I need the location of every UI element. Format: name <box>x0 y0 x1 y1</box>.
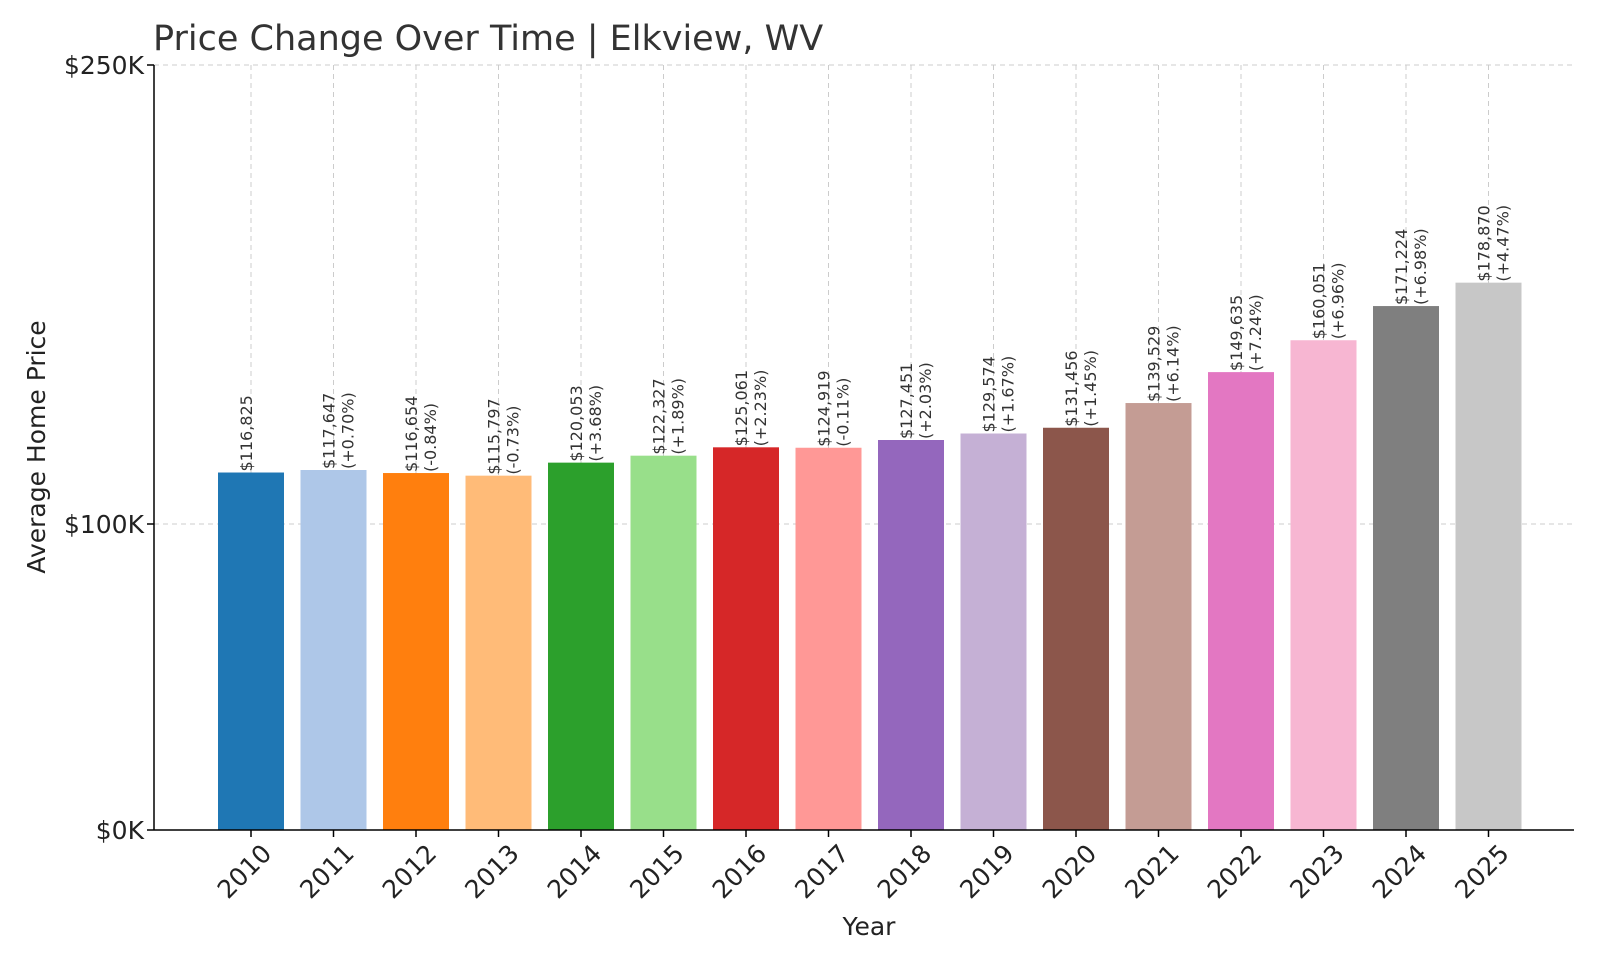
x-tick-label: 2019 <box>954 839 1019 904</box>
bar-2020 <box>1043 427 1109 830</box>
bar-2010 <box>218 472 284 830</box>
x-tick-label: 2018 <box>872 839 937 904</box>
bar-value-label: $116,825 <box>237 395 256 471</box>
bar-change-label: (+6.96%) <box>1329 263 1348 340</box>
bar-2012 <box>383 473 449 830</box>
bar-value-label: $129,574 <box>980 356 999 432</box>
bar-change-label: (-0.11%) <box>834 378 853 447</box>
bar-2025 <box>1455 282 1522 830</box>
bar-change-label: (+7.24%) <box>1246 294 1265 371</box>
x-tick-label: 2014 <box>542 839 607 904</box>
x-tick-label: 2021 <box>1119 839 1184 904</box>
y-tick-label: $0K <box>96 816 145 845</box>
x-tick-label: 2023 <box>1284 839 1349 904</box>
x-tick-label: 2025 <box>1449 839 1514 904</box>
bars-layer <box>218 282 1522 830</box>
y-ticks: $0K $100K $250K <box>64 51 154 845</box>
bar-change-label: (+2.03%) <box>916 362 935 439</box>
bar-value-label: $120,053 <box>567 385 586 461</box>
bar-value-label: $117,647 <box>320 393 339 469</box>
x-axis-label: Year <box>842 912 897 941</box>
bar-value-label: $125,061 <box>732 370 751 446</box>
bar-value-label: $116,654 <box>402 396 421 472</box>
bar-2015 <box>630 455 697 830</box>
y-tick-label: $250K <box>64 51 145 80</box>
x-tick-label: 2010 <box>212 839 277 904</box>
bar-change-label: (+2.23%) <box>751 370 770 447</box>
bar-2014 <box>548 462 614 830</box>
bar-labels-layer: $116,825 $117,647 (+0.70%) $116,654 (-0.84%)… <box>237 205 1513 475</box>
bar-2016 <box>713 447 779 830</box>
x-tick-label: 2024 <box>1367 839 1432 904</box>
bar-value-label: $139,529 <box>1145 326 1164 402</box>
x-ticks: 2010 2011 2012 2013 2014 2015 2016 2017 2018 2019… <box>212 830 1515 904</box>
x-tick-label: 2011 <box>294 839 359 904</box>
bar-change-label: (+1.89%) <box>669 378 688 455</box>
bar-value-label: $149,635 <box>1227 295 1246 371</box>
bar-value-label: $178,870 <box>1475 205 1494 281</box>
bar-value-label: $131,456 <box>1062 350 1081 426</box>
x-tick-label: 2020 <box>1037 839 1102 904</box>
x-tick-label: 2013 <box>459 839 524 904</box>
bar-value-label: $171,224 <box>1392 229 1411 305</box>
bar-change-label: (-0.73%) <box>504 406 523 475</box>
bar-change-label: (+4.47%) <box>1494 205 1513 282</box>
x-tick-label: 2015 <box>624 839 689 904</box>
chart-title: Price Change Over Time | Elkview, WV <box>153 19 823 59</box>
y-axis-label: Average Home Price <box>22 320 51 573</box>
bar-value-label: $127,451 <box>897 363 916 439</box>
bar-2011 <box>300 470 367 830</box>
bar-value-label: $124,919 <box>815 370 834 446</box>
bar-change-label: (+6.14%) <box>1164 325 1183 402</box>
bar-change-label: (+3.68%) <box>586 385 605 462</box>
bar-2024 <box>1373 306 1439 830</box>
bar-2013 <box>465 475 532 830</box>
bar-2022 <box>1208 372 1274 830</box>
axes-layer <box>153 65 1574 831</box>
bar-change-label: (+6.98%) <box>1411 228 1430 305</box>
x-tick-label: 2012 <box>377 839 442 904</box>
bar-value-label: $115,797 <box>485 398 504 474</box>
bar-change-label: (+1.45%) <box>1081 350 1100 427</box>
bar-value-label: $160,051 <box>1310 263 1329 339</box>
grid-layer <box>154 64 1574 830</box>
bar-value-label: $122,327 <box>650 378 669 454</box>
y-tick-label: $100K <box>64 510 145 539</box>
bar-2018 <box>878 439 944 830</box>
bar-change-label: (-0.84%) <box>421 403 440 472</box>
bar-change-label: (+1.67%) <box>999 356 1018 433</box>
x-tick-label: 2022 <box>1202 839 1267 904</box>
bar-2023 <box>1290 340 1357 830</box>
x-tick-label: 2017 <box>789 839 854 904</box>
bar-2019 <box>960 433 1027 830</box>
bar-change-label: (+0.70%) <box>339 392 358 469</box>
bar-2021 <box>1125 403 1192 830</box>
x-tick-label: 2016 <box>707 839 772 904</box>
bar-2017 <box>795 447 862 830</box>
